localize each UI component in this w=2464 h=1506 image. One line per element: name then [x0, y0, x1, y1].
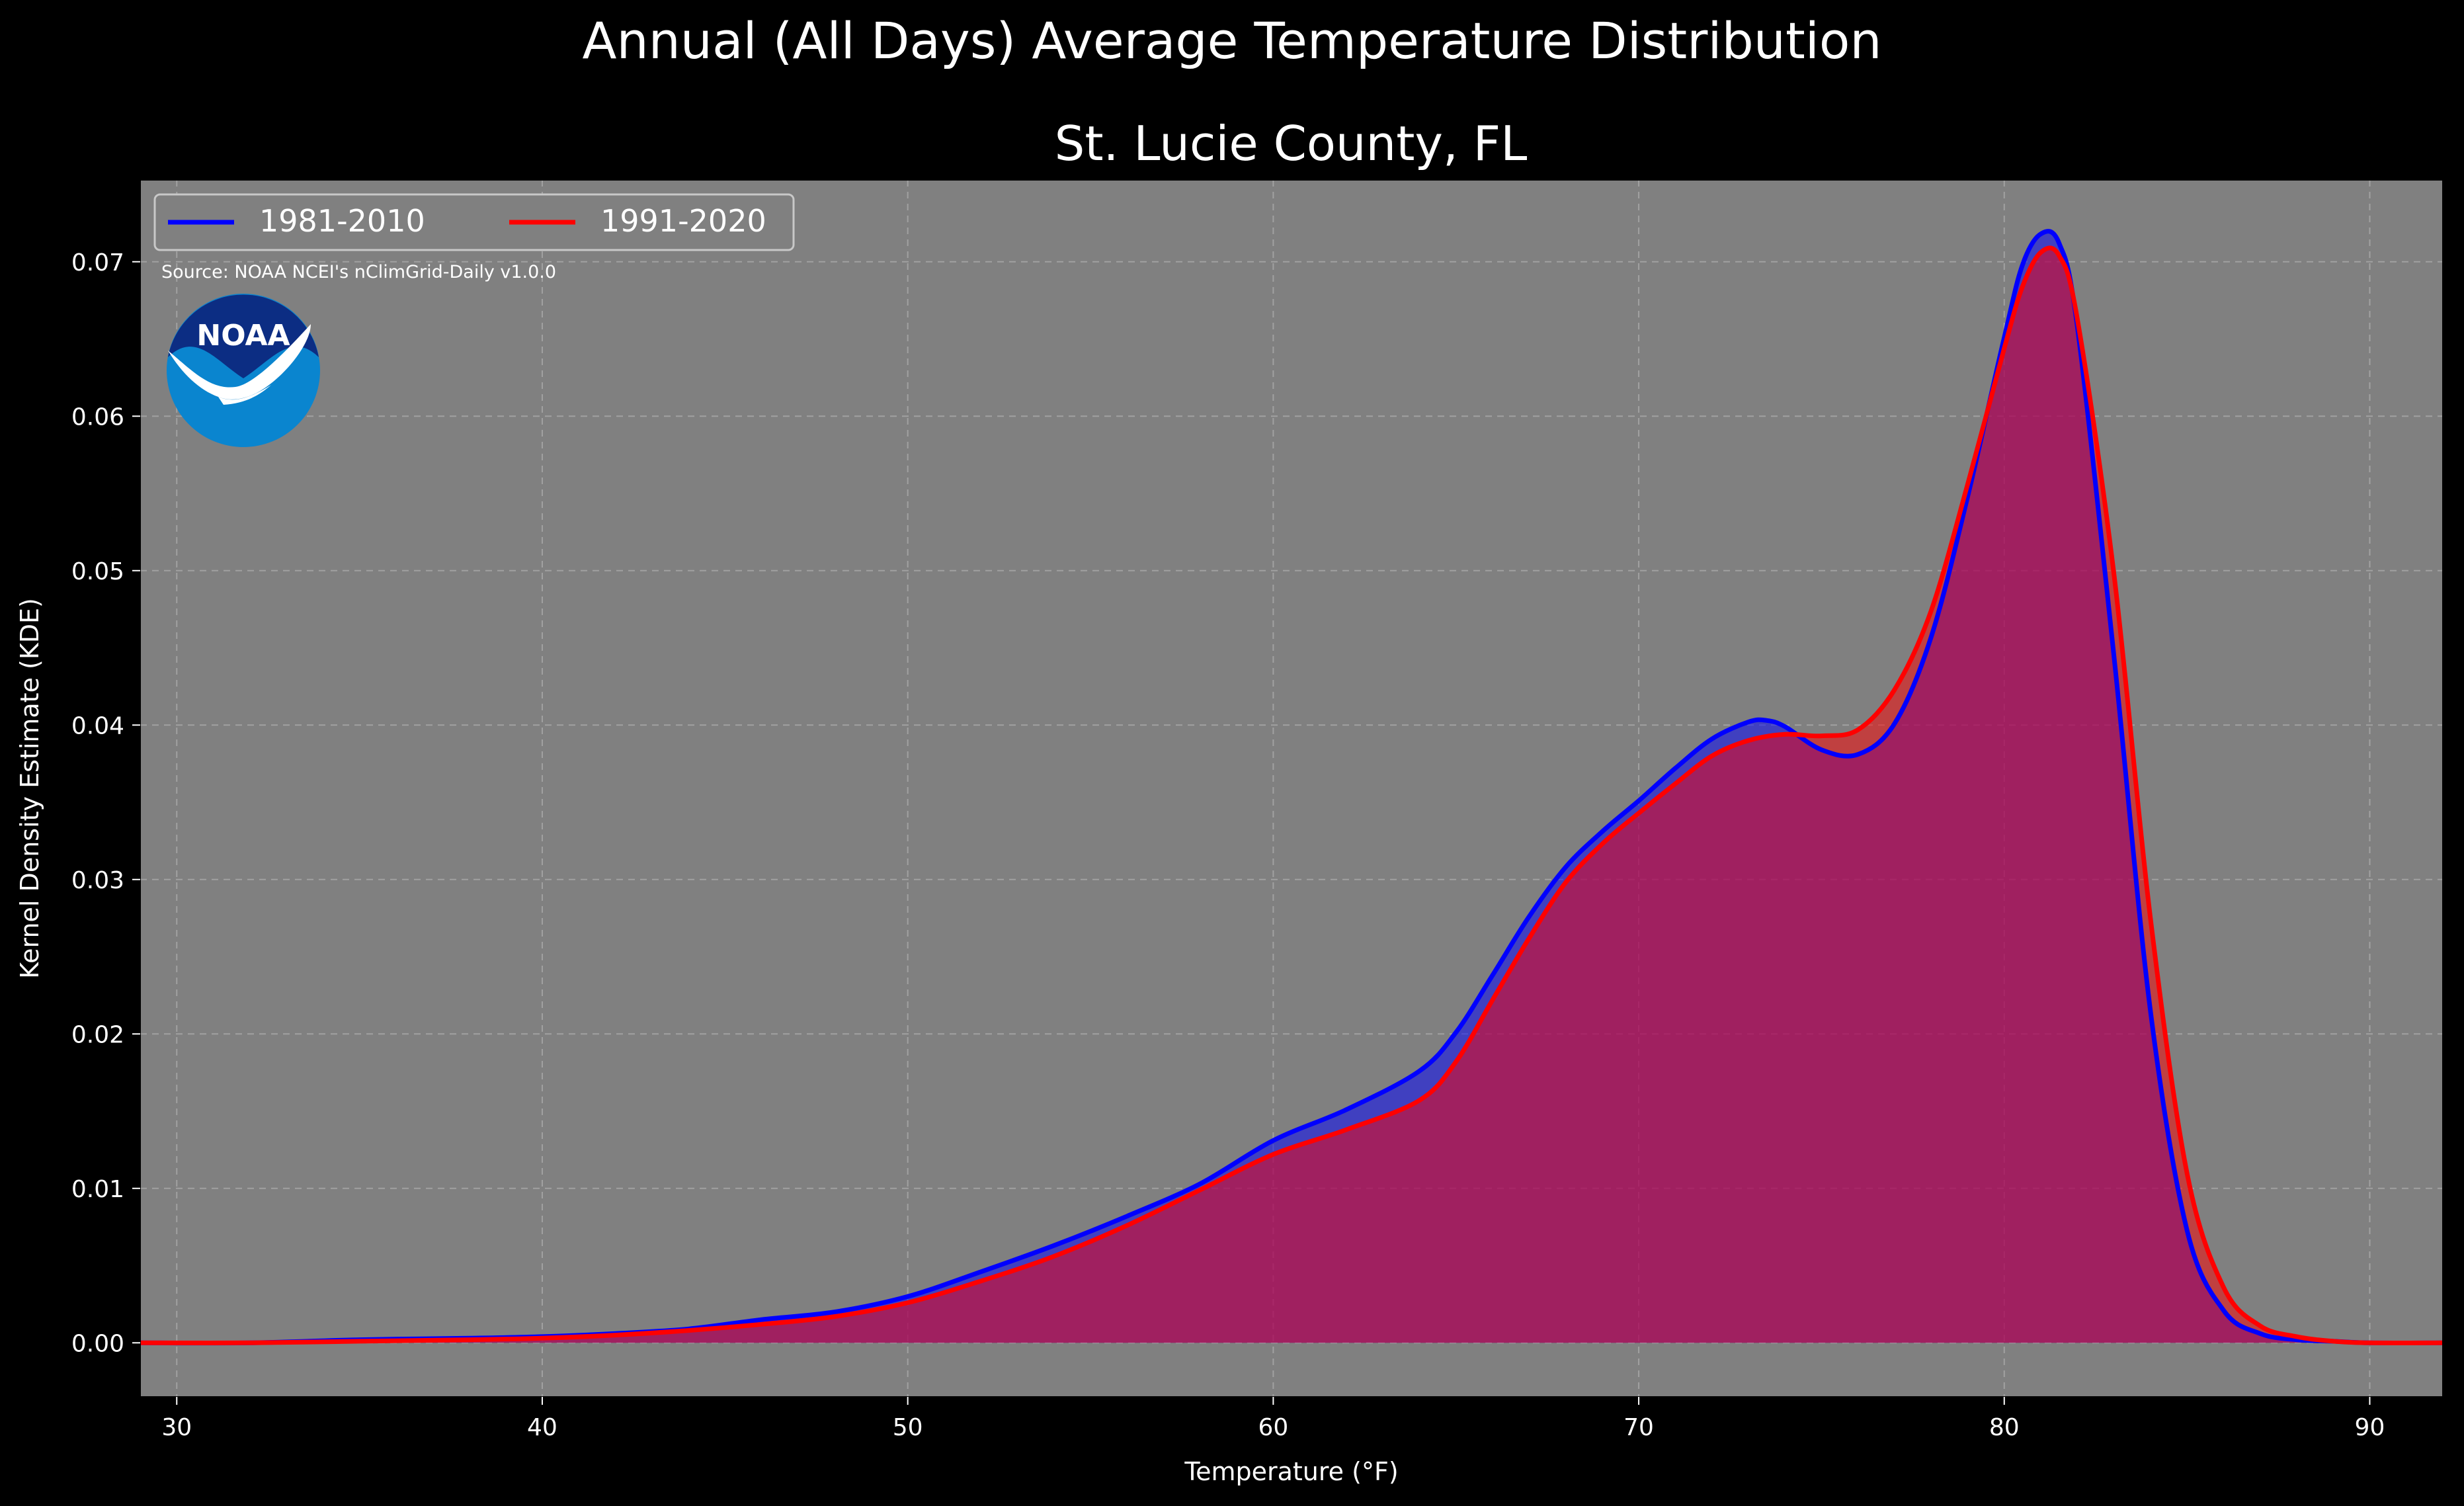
area-series-1991-2020 [140, 247, 2443, 1343]
y-tick-label: 0.05 [71, 558, 124, 585]
plot-frame [140, 179, 2443, 1398]
x-axis: 30 40 50 60 70 80 90 [161, 1397, 2385, 1441]
y-tick-label: 0.04 [71, 712, 124, 739]
noaa-logo: NOAA [167, 294, 320, 447]
noaa-logo-inner [168, 294, 319, 378]
y-tick-label: 0.03 [71, 867, 124, 894]
noaa-logo-text: NOAA [196, 319, 290, 353]
x-tick-label: 50 [893, 1414, 923, 1441]
legend-label-1981-2010: 1981-2010 [259, 203, 425, 239]
x-tick-label: 90 [2355, 1414, 2385, 1441]
x-tick-label: 30 [161, 1414, 192, 1441]
noaa-gull-icon [168, 324, 311, 399]
legend-label-1991-2020: 1991-2020 [600, 203, 766, 239]
x-tick-label: 70 [1623, 1414, 1654, 1441]
y-tick-label: 0.07 [71, 249, 124, 276]
x-tick-label: 60 [1258, 1414, 1288, 1441]
plot-area [140, 179, 2443, 1398]
y-tick-label: 0.02 [71, 1021, 124, 1048]
x-tick-label: 80 [1989, 1414, 2020, 1441]
chart-title: Annual (All Days) Average Temperature Di… [582, 11, 1881, 70]
legend-box [153, 193, 795, 251]
series-layer [140, 229, 2443, 1346]
chart-subtitle: St. Lucie County, FL [1055, 116, 1528, 171]
x-axis-label: Temperature (°F) [1184, 1457, 1398, 1486]
y-axis: 0.00 0.01 0.02 0.03 0.04 0.05 0.06 0.07 [71, 249, 140, 1357]
y-tick-label: 0.01 [71, 1176, 124, 1203]
x-tick-label: 40 [527, 1414, 557, 1441]
line-series-1981-2010 [140, 229, 2443, 1346]
legend: 1981-2010 1991-2020 [153, 193, 795, 251]
line-series-1991-2020 [140, 245, 2443, 1345]
y-tick-label: 0.00 [71, 1330, 124, 1357]
source-note: Source: NOAA NCEI's nClimGrid-Daily v1.0… [161, 262, 556, 282]
y-tick-label: 0.06 [71, 403, 124, 431]
y-axis-label: Kernel Density Estimate (KDE) [15, 598, 44, 979]
noaa-gull-tail-icon [218, 385, 271, 405]
